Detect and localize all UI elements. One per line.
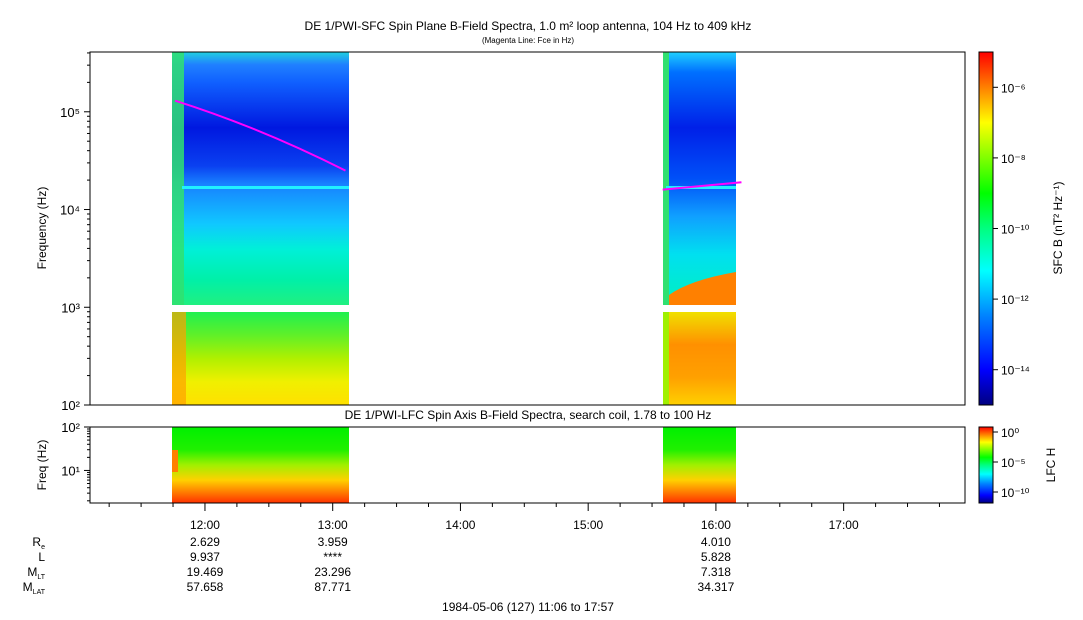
sfc-ytick-label: 10⁴: [60, 203, 80, 218]
cyan-line: [182, 186, 349, 189]
ephemeris-value: 3.959: [318, 535, 348, 549]
ephemeris-value: 87.771: [314, 580, 351, 594]
lfc-frame: [89, 426, 966, 504]
lfc-title: DE 1/PWI-LFC Spin Axis B-Field Spectra, …: [345, 408, 712, 422]
sfc-interval-2-upper-edge: [663, 52, 669, 305]
lfc-ytick-label: 10¹: [61, 463, 80, 478]
time-tick-label: 15:00: [573, 518, 603, 532]
ephemeris-value: 7.318: [701, 565, 731, 579]
lfc-ylabel: Freq (Hz): [35, 440, 49, 491]
lfc-colorbar: 10⁰ 10⁻⁵ 10⁻¹⁰ LFC H: [978, 426, 1058, 504]
ephemeris-table: Re 2.629 3.959 4.010 L 9.937 **** 5.828 MLT 19.46…: [23, 535, 735, 596]
ephemeris-value: 2.629: [190, 535, 220, 549]
ephemeris-value: 23.296: [314, 565, 351, 579]
ephemeris-label: L: [38, 550, 45, 564]
sfc-frame: [89, 51, 966, 406]
lfc-colorbar-tick-label: 10⁻¹⁰: [1001, 486, 1030, 500]
sfc-y-axis: 10² 10³ 10⁴ 10⁵: [60, 52, 90, 413]
sfc-colorbar-tick-label: 10⁻⁶: [1001, 81, 1026, 95]
ephemeris-value: ****: [323, 550, 342, 564]
sfc-spectrogram-panel: 10² 10³ 10⁴ 10⁵ Frequency (Hz): [35, 51, 966, 413]
sfc-interval-2-lower-edge: [663, 312, 669, 405]
ephemeris-label: Re: [32, 535, 45, 551]
sfc-ytick-label: 10³: [61, 300, 80, 315]
footer-date-range: 1984-05-06 (127) 11:06 to 17:57: [442, 600, 614, 614]
sfc-colorbar: 10⁻⁶ 10⁻⁸ 10⁻¹⁰ 10⁻¹² 10⁻¹⁴ SFC B (nT² Hz⁻¹): [978, 51, 1065, 406]
sfc-colorbar-tick-label: 10⁻¹⁰: [1001, 223, 1030, 237]
sfc-interval-1-upper-edge: [172, 52, 184, 305]
lfc-interval-2: [663, 427, 736, 503]
ephemeris-value: 57.658: [187, 580, 224, 594]
sfc-ytick-label: 10⁵: [60, 105, 80, 120]
lfc-spectrogram-panel: 10¹ 10² Freq (Hz): [35, 420, 966, 504]
lfc-colorbar-label: LFC H: [1044, 448, 1058, 483]
sfc-interval-1-lower-edge: [172, 312, 186, 405]
lfc-colorbar-fill: [978, 426, 994, 504]
sfc-colorbar-label: SFC B (nT² Hz⁻¹): [1051, 182, 1065, 275]
fce-segment-1: [174, 99, 346, 172]
fce-segment-2: [662, 181, 742, 191]
sfc-title: DE 1/PWI-SFC Spin Plane B-Field Spectra,…: [305, 19, 752, 33]
sfc-interval-2-emission: [669, 272, 736, 305]
lfc-colorbar-tick-label: 10⁻⁵: [1001, 456, 1026, 470]
lfc-interval-1-edge: [172, 450, 178, 472]
sfc-colorbar-tick-label: 10⁻¹²: [1001, 293, 1029, 307]
ephemeris-label: MLAT: [23, 580, 46, 596]
time-tick-label: 12:00: [190, 518, 220, 532]
sfc-colorbar-tick-label: 10⁻¹⁴: [1001, 364, 1030, 378]
sfc-subtitle: (Magenta Line: Fce in Hz): [482, 36, 574, 45]
sfc-interval-1-lower: [172, 312, 349, 405]
ephemeris-label: MLT: [27, 565, 45, 581]
ephemeris-value: 4.010: [701, 535, 731, 549]
time-tick-label: 17:00: [829, 518, 859, 532]
sfc-colorbar-tick-label: 10⁻⁸: [1001, 152, 1026, 166]
sfc-ylabel: Frequency (Hz): [35, 187, 49, 270]
ephemeris-value: 34.317: [698, 580, 735, 594]
lfc-interval-1: [172, 427, 349, 503]
ephemeris-value: 5.828: [701, 550, 731, 564]
sfc-interval-1-upper: [172, 52, 349, 305]
sfc-interval-2-lower: [663, 312, 736, 405]
lfc-ytick-label: 10²: [61, 420, 80, 435]
ephemeris-value: 9.937: [190, 550, 220, 564]
sfc-ytick-label: 10²: [61, 398, 80, 413]
lfc-y-axis: 10¹ 10²: [61, 420, 90, 502]
time-tick-label: 14:00: [445, 518, 475, 532]
time-tick-label: 13:00: [318, 518, 348, 532]
fce-line: [174, 99, 742, 191]
lfc-colorbar-tick-label: 10⁰: [1001, 426, 1019, 440]
sfc-interval-2-upper: [663, 52, 736, 305]
ephemeris-value: 19.469: [187, 565, 224, 579]
time-axis: 12:00 13:00 14:00 15:00 16:00 17:00: [108, 503, 940, 532]
cyan-line-2: [666, 186, 736, 189]
time-tick-label: 16:00: [701, 518, 731, 532]
sfc-colorbar-fill: [978, 51, 994, 406]
